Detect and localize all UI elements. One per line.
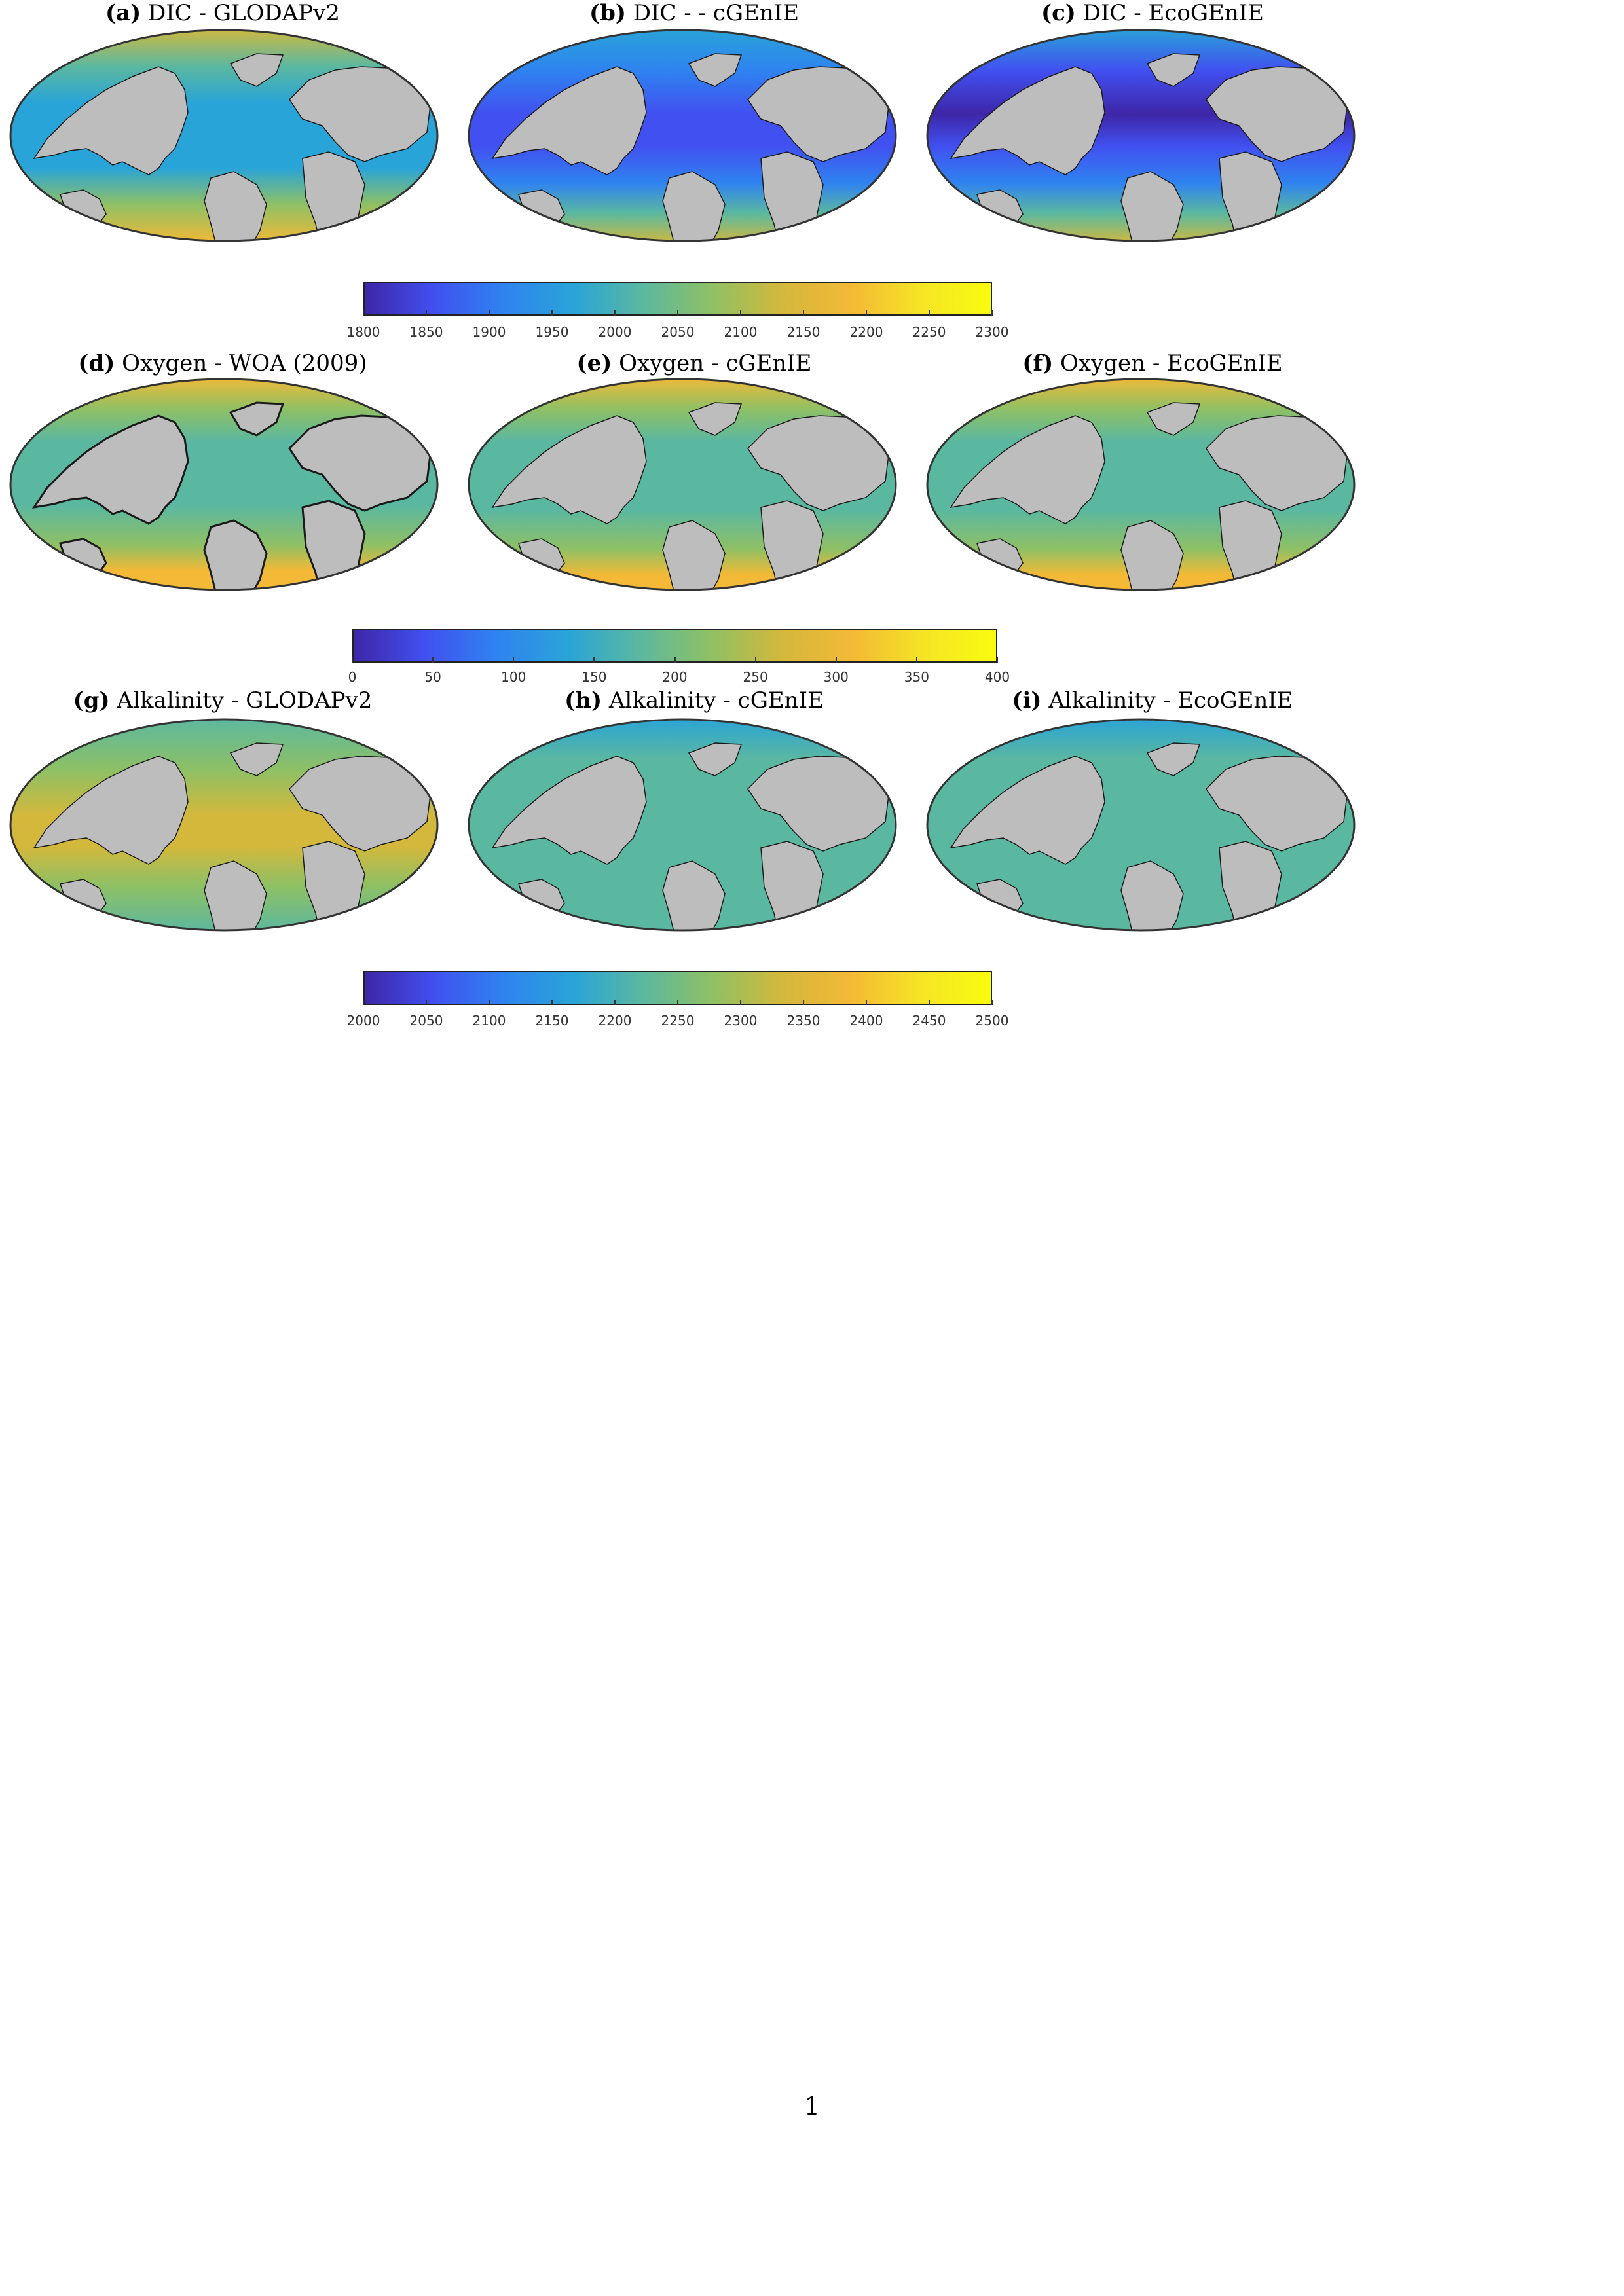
colorbar-tick-label: 400 [985, 669, 1010, 685]
colorbar-tickmark [916, 657, 917, 663]
panel-tag: (f) [1022, 350, 1053, 376]
panel-tag: (e) [577, 350, 612, 376]
colorbar-tick-label: 300 [824, 669, 849, 685]
colorbar-tickmark [614, 310, 616, 316]
colorbar-tick-label: 2100 [473, 1013, 506, 1029]
panel-title: (e) Oxygen - cGEnIE [577, 350, 812, 376]
colorbar-tick-label: 2000 [347, 1013, 380, 1029]
panel-tag: (i) [1012, 687, 1041, 714]
colorbar-tick-label: 100 [501, 669, 526, 685]
colorbar-tick-label: 2250 [661, 1013, 695, 1029]
colorbar-tick-label: 1950 [536, 324, 569, 340]
colorbar-tick-label: 50 [424, 669, 441, 685]
ocean-map [466, 27, 898, 244]
colorbar-tickmark [803, 310, 804, 316]
panel-label: Oxygen - EcoGEnIE [1053, 350, 1282, 376]
panel-label: Alkalinity - GLODAPv2 [110, 687, 373, 714]
colorbar-tickmark [513, 657, 514, 663]
panel-label: Oxygen - cGEnIE [612, 350, 811, 376]
colorbar-tickmark [426, 310, 427, 316]
colorbar-tickmark [551, 310, 553, 316]
panel-title: (a) DIC - GLODAPv2 [105, 0, 340, 26]
colorbar-tickmark [991, 1000, 993, 1005]
colorbar-tickmark [991, 310, 993, 316]
panel-tag: (a) [105, 0, 141, 26]
colorbar-tick-label: 2450 [913, 1013, 946, 1029]
colorbar-tickmark [426, 1000, 427, 1005]
colorbar-tick-label: 1800 [347, 324, 380, 340]
colorbar-tickmark [803, 1000, 804, 1005]
colorbar-tick-label: 2500 [976, 1013, 1009, 1029]
colorbar-tick-label: 0 [348, 669, 357, 685]
panel-title: (g) Alkalinity - GLODAPv2 [73, 687, 373, 714]
ocean-map [925, 27, 1357, 244]
colorbar-tick-label: 1900 [473, 324, 506, 340]
panel-label: DIC - EcoGEnIE [1076, 0, 1264, 26]
panel-tag: (b) [589, 0, 626, 26]
colorbar-tick-label: 2050 [410, 1013, 443, 1029]
panel-label: Alkalinity - EcoGEnIE [1042, 687, 1293, 714]
panel-label: Alkalinity - cGEnIE [602, 687, 824, 714]
ocean-map [466, 717, 898, 933]
panel-title: (c) DIC - EcoGEnIE [1041, 0, 1264, 26]
panel-title: (d) Oxygen - WOA (2009) [78, 350, 367, 376]
ocean-map [925, 376, 1357, 592]
colorbar-tick-label: 2150 [787, 324, 821, 340]
panel-title: (f) Oxygen - EcoGEnIE [1022, 350, 1282, 376]
panel-label: Oxygen - WOA (2009) [115, 350, 367, 376]
colorbar-tick-label: 2050 [661, 324, 695, 340]
colorbar-tickmark [677, 310, 678, 316]
colorbar-tickmark [997, 657, 998, 663]
ocean-map [8, 376, 440, 592]
colorbar-tickmark [489, 310, 490, 316]
colorbar-tickmark [551, 1000, 553, 1005]
colorbar-tick-label: 2000 [599, 324, 632, 340]
colorbar-tick-label: 350 [904, 669, 929, 685]
colorbar-tick-label: 1850 [410, 324, 443, 340]
ocean-map [925, 717, 1357, 933]
colorbar-tickmark [489, 1000, 490, 1005]
panel-title: (h) Alkalinity - cGEnIE [564, 687, 824, 714]
colorbar-tickmark [866, 310, 867, 316]
colorbar-tickmark [929, 310, 930, 316]
panel-tag: (g) [73, 687, 110, 714]
panel-title: (b) DIC - - cGEnIE [589, 0, 799, 26]
panel-tag: (c) [1041, 0, 1076, 26]
colorbar-tickmark [755, 657, 756, 663]
colorbar-tickmark [614, 1000, 616, 1005]
colorbar-tick-label: 2300 [976, 324, 1009, 340]
colorbar-tickmark [866, 1000, 867, 1005]
colorbar-tickmark [674, 657, 676, 663]
colorbar-tickmark [836, 657, 837, 663]
colorbar-tickmark [363, 310, 364, 316]
panel-tag: (d) [78, 350, 115, 376]
colorbar-tickmark [363, 1000, 364, 1005]
colorbar-tick-label: 2350 [787, 1013, 821, 1029]
panel-title: (i) Alkalinity - EcoGEnIE [1012, 687, 1293, 714]
colorbar-tick-label: 2250 [913, 324, 946, 340]
colorbar-tickmark [929, 1000, 930, 1005]
panel-label: DIC - - cGEnIE [626, 0, 799, 26]
colorbar-tickmark [740, 310, 741, 316]
colorbar-tick-label: 2100 [724, 324, 758, 340]
colorbar-tick-label: 2400 [850, 1013, 883, 1029]
colorbar-tick-label: 250 [743, 669, 768, 685]
colorbar-tick-label: 2200 [599, 1013, 632, 1029]
ocean-map [8, 27, 440, 244]
colorbar-tickmark [352, 657, 353, 663]
colorbar-tickmark [432, 657, 434, 663]
colorbar-tickmark [740, 1000, 741, 1005]
page-number: 1 [804, 2092, 820, 2121]
colorbar-tick-label: 2200 [850, 324, 883, 340]
panel-tag: (h) [564, 687, 602, 714]
colorbar-tick-label: 2300 [724, 1013, 758, 1029]
colorbar-tickmark [593, 657, 595, 663]
colorbar-tick-label: 150 [581, 669, 606, 685]
colorbar-tick-label: 200 [662, 669, 687, 685]
ocean-map [466, 376, 898, 592]
colorbar-tickmark [677, 1000, 678, 1005]
colorbar-tick-label: 2150 [536, 1013, 569, 1029]
ocean-map [8, 717, 440, 933]
panel-label: DIC - GLODAPv2 [141, 0, 340, 26]
